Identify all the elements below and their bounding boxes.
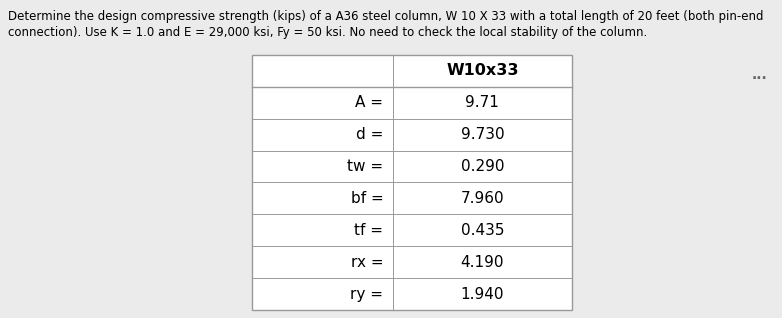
Text: connection). Use K = 1.0 and E = 29,000 ksi, Fy = 50 ksi. No need to check the l: connection). Use K = 1.0 and E = 29,000 … [8,26,647,39]
Text: A =: A = [355,95,383,110]
Text: W10x33: W10x33 [447,63,518,79]
Text: 0.435: 0.435 [461,223,504,238]
Text: rx =: rx = [351,255,383,270]
Text: 9.730: 9.730 [461,127,504,142]
Text: 4.190: 4.190 [461,255,504,270]
Text: 0.290: 0.290 [461,159,504,174]
Text: 9.71: 9.71 [465,95,500,110]
Text: ry =: ry = [350,287,383,301]
Text: tf =: tf = [354,223,383,238]
Text: bf =: bf = [350,191,383,206]
Text: 7.960: 7.960 [461,191,504,206]
Text: ...: ... [752,68,768,82]
Text: d =: d = [356,127,383,142]
Text: tw =: tw = [347,159,383,174]
Text: 1.940: 1.940 [461,287,504,301]
Text: Determine the design compressive strength (kips) of a A36 steel column, W 10 X 3: Determine the design compressive strengt… [8,10,763,23]
